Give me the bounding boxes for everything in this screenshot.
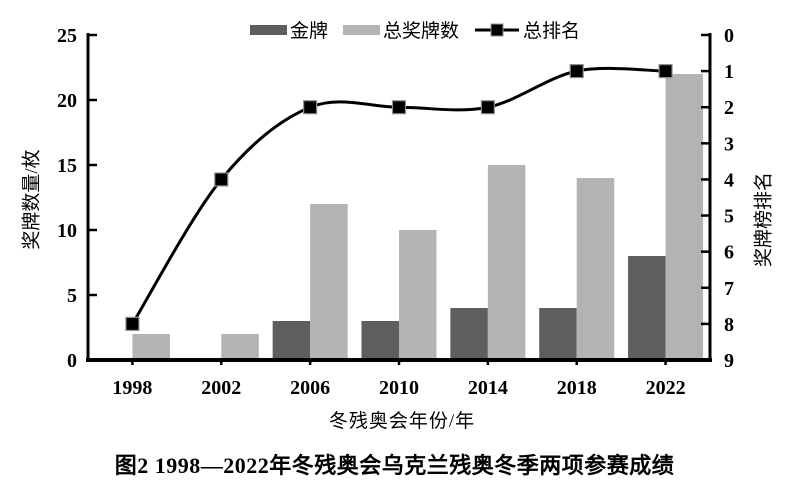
legend-item-总奖牌数: 总奖牌数	[343, 16, 459, 43]
bar-金牌-2022	[628, 256, 666, 360]
legend-item-总排名: 总排名	[474, 16, 580, 43]
bar-总奖牌数-1998	[132, 334, 170, 360]
bar-总奖牌数-2002	[221, 334, 259, 360]
x-tick-label-2018: 2018	[557, 377, 597, 399]
right-tick-label: 6	[724, 242, 734, 264]
bar-金牌-2006	[272, 321, 311, 360]
ranking-marker-2010	[391, 100, 407, 115]
x-tick-label-2014: 2014	[468, 377, 508, 399]
chart-legend: 金牌 总奖牌数 总排名	[250, 16, 580, 43]
legend-item-金牌: 金牌	[250, 16, 328, 43]
right-tick-label: 8	[724, 314, 734, 336]
bar-总奖牌数-2018	[576, 178, 615, 360]
ranking-marker-2002	[214, 172, 229, 187]
ranking-marker-2014	[480, 100, 495, 115]
x-tick-label-2002: 2002	[201, 377, 241, 399]
legend-line-marker-sample	[475, 23, 520, 36]
bar-总奖牌数-2022	[665, 74, 704, 360]
left-tick-label: 20	[57, 90, 77, 112]
figure-caption: 图2 1998—2022年冬残奥会乌克兰残奥冬季两项参赛成绩	[114, 453, 675, 478]
right-tick-label: 5	[724, 206, 734, 228]
ranking-marker-2022	[658, 64, 673, 79]
legend-bar-swatch	[250, 24, 287, 35]
right-tick-label: 3	[724, 133, 734, 155]
bar-金牌-2018	[539, 308, 577, 360]
bar-金牌-2014	[450, 308, 488, 360]
left-tick-label: 0	[67, 350, 77, 372]
left-tick-label: 25	[57, 25, 77, 47]
bar-总奖牌数-2010	[399, 230, 437, 360]
right-tick-label: 1	[724, 61, 734, 83]
bar-金牌-2010	[361, 321, 399, 360]
left-tick-label: 15	[57, 155, 77, 177]
right-tick-label: 4	[724, 169, 734, 191]
x-axis-title: 冬残奥会年份/年	[328, 411, 476, 432]
legend-label: 总排名	[523, 21, 581, 42]
legend-bar-swatch	[343, 24, 381, 35]
x-tick-label-2006: 2006	[290, 377, 330, 399]
x-tick-label-2010: 2010	[379, 377, 419, 399]
right-tick-label: 7	[724, 278, 734, 300]
left-tick-label: 10	[57, 220, 77, 242]
x-tick-label-2022: 2022	[646, 377, 686, 399]
bar-总奖牌数-2014	[487, 165, 526, 360]
ranking-marker-2018	[569, 64, 584, 79]
x-tick-label-1998: 1998	[112, 377, 152, 399]
ranking-marker-1998	[125, 316, 140, 331]
right-tick-label: 2	[724, 97, 734, 119]
ranking-marker-2006	[303, 100, 318, 115]
bar-总奖牌数-2006	[310, 204, 348, 360]
legend-label: 金牌	[290, 21, 329, 42]
left-tick-label: 5	[67, 285, 77, 307]
left-axis-title: 奖牌数量/枚	[21, 149, 43, 250]
chart-canvas: 0 5 10 15 20 25 0 1 2 3 4 5 6 7 8 9 1998 2002 2006 2010 2014…	[57, 25, 734, 399]
legend-label: 总奖牌数	[383, 21, 460, 42]
right-axis-title: 奖牌榜排名	[753, 172, 775, 268]
right-tick-label: 9	[724, 350, 734, 372]
right-tick-label: 0	[724, 25, 734, 47]
